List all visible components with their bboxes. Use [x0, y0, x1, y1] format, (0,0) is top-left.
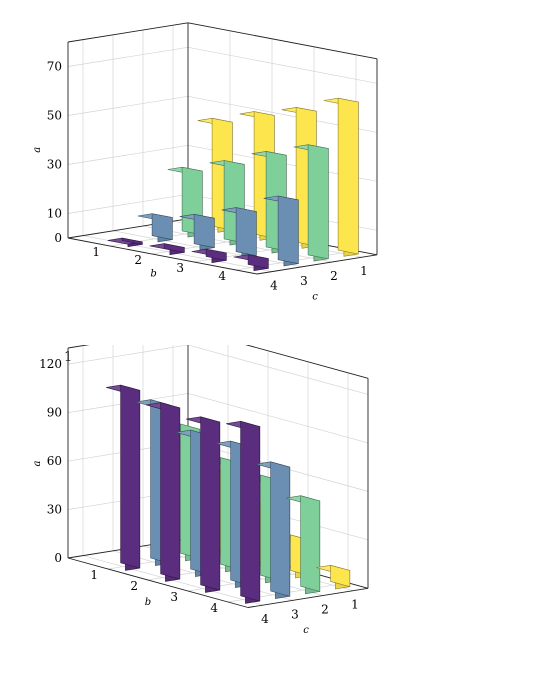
bar-c3-b2	[179, 213, 215, 251]
y-tick-label: 1	[92, 245, 100, 259]
bar-c3-b4	[256, 461, 291, 599]
y-tick-label: 4	[210, 601, 218, 615]
bar-c4-b4	[233, 254, 269, 272]
bar-side	[121, 237, 143, 245]
x-tick-label: 2	[330, 269, 338, 283]
z-tick-label: 70	[47, 60, 62, 74]
x-axis-label: c	[303, 625, 309, 636]
grid-line-z-back	[67, 345, 189, 365]
chart-top-3d-bars: 0 10 30 50 70 1 2 3 4 1 2 3 4 a b c	[32, 22, 378, 303]
bar-side	[120, 384, 141, 569]
bar-c4-b1	[106, 384, 141, 571]
x-axis-label: c	[312, 291, 318, 302]
bar-side	[193, 213, 215, 248]
bar-side	[200, 416, 221, 591]
bar-c4-b3	[186, 416, 221, 593]
bar-c4-b4	[226, 420, 261, 604]
grid-line-z-back	[67, 144, 189, 165]
axis-edge	[245, 345, 369, 379]
bar-c2-b4	[286, 495, 321, 595]
bar-c4-b2	[149, 243, 185, 256]
bar-c4-b3	[191, 248, 227, 264]
bar-side	[235, 207, 257, 256]
z-tick-label: 120	[39, 357, 62, 371]
bar-side	[247, 254, 269, 269]
axis-edge	[67, 22, 189, 43]
bar-side	[205, 248, 227, 261]
axis-edge	[256, 254, 378, 275]
bars	[106, 384, 351, 604]
bar-c4-b1	[107, 237, 143, 248]
y-tick-label: 2	[134, 253, 142, 267]
bar-c2-b4	[293, 144, 329, 262]
grid-line-z-right	[187, 46, 378, 84]
bar-side	[163, 243, 185, 253]
x-tick-label: 2	[321, 603, 329, 617]
z-tick-label: 30	[47, 158, 62, 172]
bar-c3-b1	[137, 213, 173, 243]
bars	[107, 97, 359, 272]
x-tick-label: 4	[270, 279, 278, 293]
bar-side	[270, 461, 291, 597]
z-axis-label: a	[32, 147, 43, 153]
z-tick-label: 0	[54, 551, 62, 565]
tick-labels: 0 10 30 50 70 1 2 3 4 1 2 3 4 a b c	[32, 60, 368, 303]
y-axis-label: b	[150, 268, 156, 279]
x-tick-label: 3	[300, 274, 308, 288]
tick-labels: 0 30 60 90 120 1 2 3 4 1 2 3 4 a b c	[32, 357, 359, 636]
z-tick-label: 60	[47, 454, 62, 468]
y-tick-label: 1	[90, 568, 98, 582]
y-tick-label: 4	[218, 269, 226, 283]
x-tick-label: 3	[291, 607, 299, 621]
bar-side	[240, 420, 261, 602]
bar-side	[330, 564, 351, 588]
chart-bottom-3d-bars: 0 30 60 90 120 1 2 3 4 1 2 3 4 a b c	[32, 345, 369, 636]
bar-side	[300, 495, 321, 592]
y-tick-label: 3	[170, 590, 178, 604]
bar-c1-b4	[323, 97, 359, 257]
axis-edge	[247, 587, 369, 608]
x-tick-label: 4	[261, 612, 269, 626]
bar-c1-b4	[316, 564, 351, 590]
z-tick-label: 0	[54, 231, 62, 245]
bar-c3-b3	[221, 207, 257, 259]
bar-side	[337, 97, 359, 255]
bar-side	[151, 213, 173, 240]
z-tick-label: 90	[47, 406, 62, 420]
z-tick-label: 50	[47, 109, 62, 123]
grid-line-z-back	[67, 193, 189, 214]
y-axis-label: b	[145, 597, 151, 608]
y-tick-label: 3	[176, 261, 184, 275]
bar-c4-b2	[146, 402, 181, 582]
y-tick-label: 2	[130, 579, 138, 593]
axis-edge	[67, 557, 249, 608]
grid-line-z-right	[187, 393, 369, 444]
z-tick-label: 30	[47, 503, 62, 517]
grid-line-z-back	[67, 95, 189, 116]
x-tick-label: 1	[351, 598, 359, 612]
axis-edge	[67, 237, 258, 275]
z-axis-label: a	[32, 460, 43, 466]
grid-line-z-right	[187, 345, 369, 395]
grid-line-z-back	[67, 46, 189, 67]
axis-edge	[187, 22, 378, 60]
x-tick-label: 1	[360, 264, 368, 278]
bar-side	[277, 195, 299, 264]
bar-c3-b4	[263, 195, 299, 267]
z-tick-label: 10	[47, 207, 62, 221]
bar-side	[307, 144, 329, 260]
bar-side	[160, 402, 181, 580]
